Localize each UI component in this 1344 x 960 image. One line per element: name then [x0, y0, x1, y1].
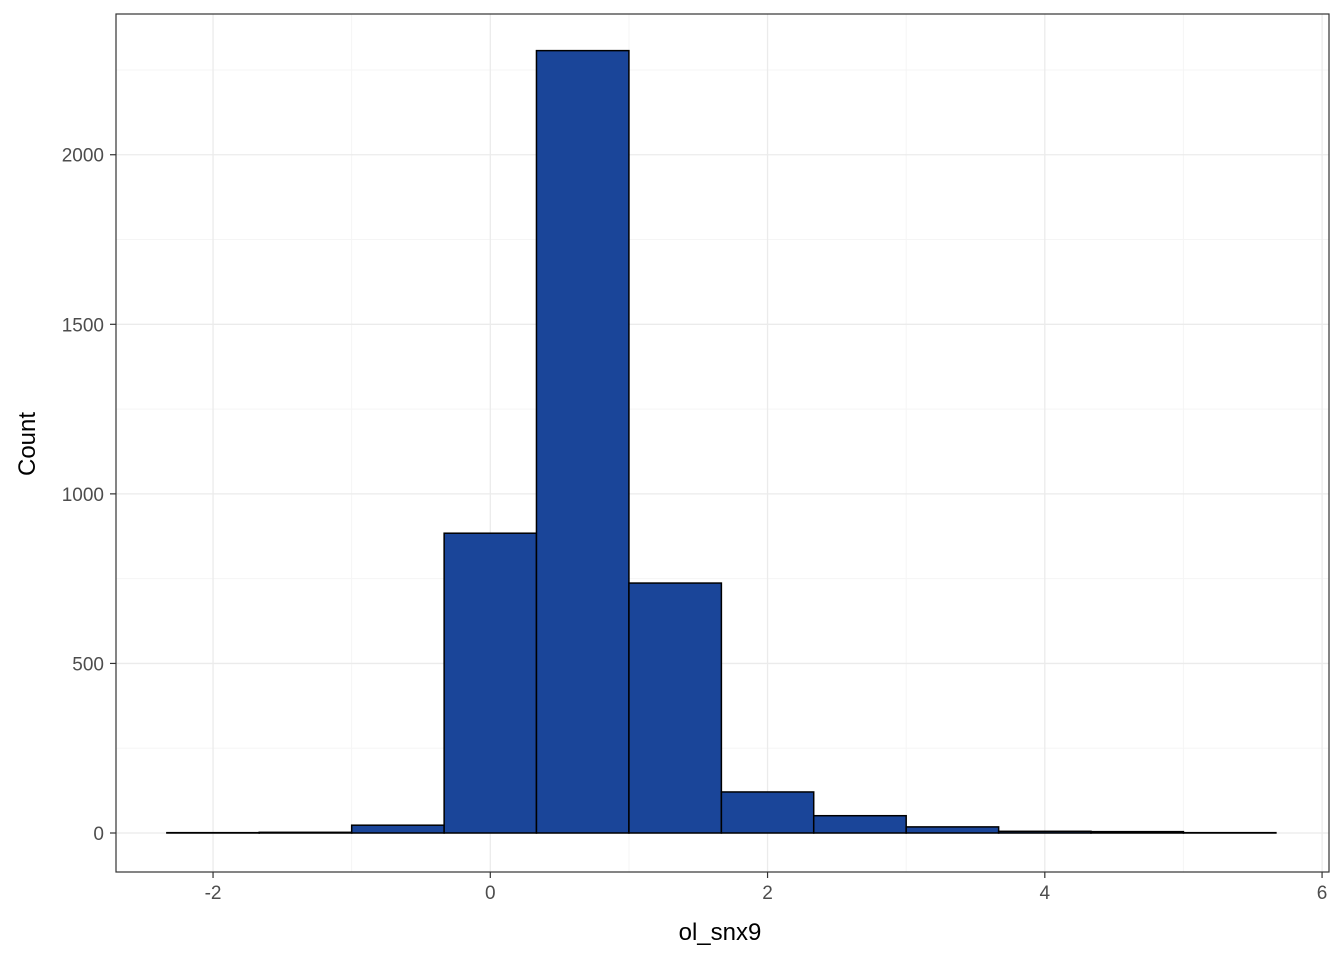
y-tick-label: 0: [93, 824, 104, 845]
histogram-bar: [628, 582, 723, 834]
x-tick-label: 4: [1040, 883, 1051, 904]
histogram-bar: [443, 532, 538, 834]
axis-ticks: -2 0 2 4 6 0 500 1000 1500 2000: [62, 146, 1328, 904]
y-tick-label: 2000: [62, 146, 104, 167]
histogram-bar: [258, 831, 353, 834]
panel-border: [115, 13, 1330, 873]
x-tick-label: 6: [1317, 883, 1328, 904]
histogram-bar: [997, 830, 1092, 834]
x-axis-title: ol_snx9: [679, 919, 762, 946]
histogram-bar: [1090, 830, 1185, 834]
histogram-bar: [720, 791, 815, 834]
grid-lines: [116, 14, 1329, 872]
histogram-bar: [535, 49, 630, 834]
y-tick-label: 500: [72, 654, 104, 675]
histogram-bars: [166, 49, 1277, 834]
y-tick-label: 1500: [62, 315, 104, 336]
histogram-bar: [905, 826, 1000, 834]
x-tick-label: -2: [205, 883, 222, 904]
y-axis-title: Count: [14, 412, 41, 476]
x-tick-label: 0: [485, 883, 496, 904]
y-tick-label: 1000: [62, 485, 104, 506]
histogram-bar: [350, 824, 445, 834]
histogram-bar: [812, 814, 907, 834]
x-tick-label: 2: [762, 883, 773, 904]
